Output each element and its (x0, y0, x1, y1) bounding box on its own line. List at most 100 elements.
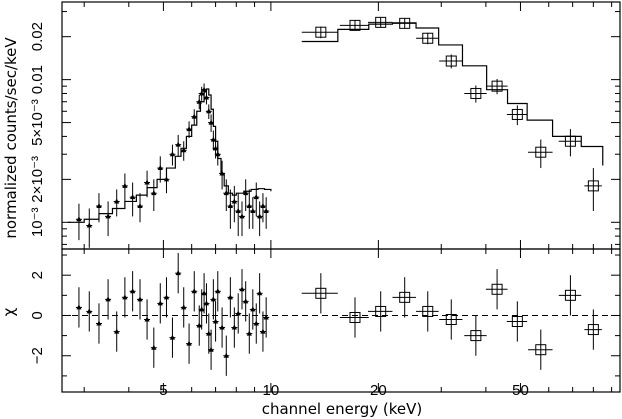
spectrum-panel: 10⁻³ 2×10⁻³ 5×10⁻³ 0.01 0.02 (29, 1, 621, 250)
residual-point-square (445, 313, 457, 325)
data-point-triangle (206, 108, 212, 114)
residual-point-triangle (227, 294, 233, 300)
residual-point-triangle (239, 286, 245, 292)
residual-point-square (564, 289, 576, 301)
y-tick-label: 5×10⁻³ (29, 99, 46, 146)
residual-point-square (422, 305, 434, 317)
model-curve-hard (301, 22, 604, 166)
data-point-triangle (137, 203, 143, 209)
data-point-square (315, 26, 327, 38)
residuals-panel: 5 10 20 50 −2 0 2 (29, 248, 621, 399)
residual-point-triangle (212, 318, 219, 324)
residual-point-square (491, 283, 503, 295)
y-tick-label: 0.02 (29, 22, 46, 51)
data-point-square (470, 87, 482, 99)
residual-point-triangle (86, 308, 92, 314)
residual-point-triangle (151, 344, 157, 350)
data-point-triangle (250, 208, 256, 214)
residual-point-triangle (231, 324, 237, 330)
residual-point-triangle (130, 288, 136, 294)
data-point-triangle (227, 203, 233, 209)
x-tick-label: 20 (370, 382, 387, 399)
y-tick-label: 0.01 (29, 65, 46, 94)
residuals-frame (61, 248, 621, 393)
residual-point-triangle (105, 296, 111, 302)
data-point-square (587, 180, 599, 192)
residual-point-triangle (191, 288, 197, 294)
data-point-triangle (96, 203, 102, 209)
data-point-triangle (253, 194, 259, 200)
residual-point-triangle (114, 328, 120, 334)
data-point-triangle (223, 190, 229, 196)
data-point-triangle (203, 94, 210, 100)
data-point-triangle (243, 190, 249, 196)
residual-point-triangle (208, 346, 214, 352)
data-point-triangle (219, 170, 225, 176)
residual-point-triangle (223, 352, 229, 358)
residual-point-triangle (243, 298, 249, 304)
data-point-triangle (196, 98, 202, 104)
data-point-triangle (169, 151, 176, 157)
data-point-square (535, 146, 547, 158)
data-point-triangle (76, 216, 82, 222)
residual-point-triangle (157, 300, 163, 306)
residual-point-square (349, 311, 361, 323)
data-point-triangle (144, 179, 150, 185)
residual-point-triangle (263, 314, 269, 320)
x-tick-label: 50 (512, 382, 529, 399)
spectrum-frame (61, 1, 621, 250)
data-point-triangle (130, 194, 136, 200)
data-point-triangle (260, 203, 266, 209)
data-point-triangle (122, 182, 128, 188)
x-tick-label: 10 (263, 382, 280, 399)
data-point-triangle (157, 165, 163, 171)
data-point-triangle (151, 190, 157, 196)
data-point-square (491, 80, 503, 92)
data-point-triangle (239, 213, 245, 219)
data-point-triangle (191, 113, 197, 119)
data-point-square (511, 108, 523, 120)
residual-point-triangle (210, 296, 216, 302)
y-tick-label: −2 (29, 347, 46, 364)
residual-point-triangle (253, 320, 259, 326)
y-tick-label: 10⁻³ (29, 208, 46, 238)
data-point-triangle (246, 203, 252, 209)
y-tick-label: 2×10⁻³ (29, 156, 46, 203)
data-point-square (375, 16, 387, 28)
residual-point-triangle (122, 294, 128, 300)
model-curve-soft (67, 88, 272, 223)
data-point-triangle (208, 119, 214, 125)
data-point-triangle (105, 213, 111, 219)
residual-point-triangle (169, 334, 176, 340)
residual-point-triangle (246, 330, 252, 336)
data-point-square (564, 135, 576, 147)
data-point-square (445, 55, 457, 67)
x-axis-label: channel energy (keV) (262, 400, 423, 418)
residual-point-triangle (137, 296, 143, 302)
residual-point-triangle (181, 304, 187, 310)
residual-point-square (375, 305, 387, 317)
data-point-triangle (257, 213, 263, 219)
residual-point-triangle (203, 300, 210, 306)
data-point-triangle (210, 136, 216, 142)
data-point-triangle (231, 198, 237, 204)
residual-point-square (535, 344, 547, 356)
data-point-triangle (114, 198, 120, 204)
data-point-triangle (201, 86, 207, 92)
residual-point-triangle (206, 330, 212, 336)
residual-point-triangle (163, 294, 170, 300)
y-tick-label: 2 (29, 271, 46, 279)
x-tick-label: 5 (159, 382, 167, 399)
spectrum-y-axis-label: normalized counts/sec/keV (2, 37, 20, 239)
data-point-triangle (186, 126, 192, 132)
data-point-triangle (181, 147, 187, 153)
residual-point-triangle (260, 328, 266, 334)
residual-point-triangle (175, 270, 181, 276)
residual-point-square (399, 291, 411, 303)
residual-point-square (511, 316, 523, 328)
residual-point-triangle (215, 288, 221, 294)
residual-point-triangle (257, 290, 263, 296)
data-point-triangle (263, 208, 269, 214)
data-point-triangle (212, 145, 219, 151)
